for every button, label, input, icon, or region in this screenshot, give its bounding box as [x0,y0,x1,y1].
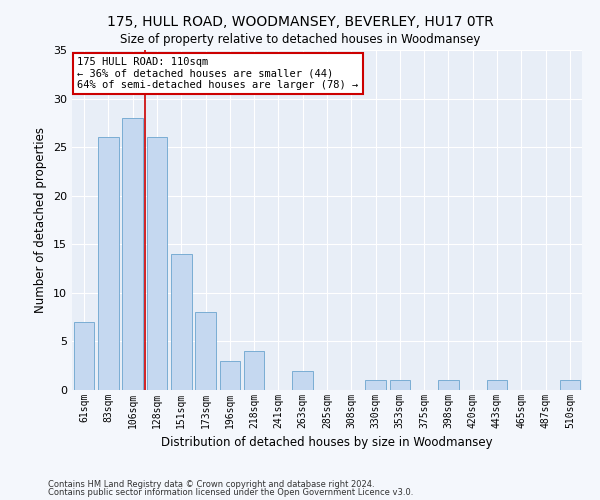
Text: Contains HM Land Registry data © Crown copyright and database right 2024.: Contains HM Land Registry data © Crown c… [48,480,374,489]
Bar [171,254,191,390]
Bar [389,380,410,390]
Text: Size of property relative to detached houses in Woodmansey: Size of property relative to detached ho… [120,32,480,46]
Bar [292,370,313,390]
Bar [122,118,143,390]
Bar [74,322,94,390]
Bar [487,380,508,390]
X-axis label: Distribution of detached houses by size in Woodmansey: Distribution of detached houses by size … [161,436,493,450]
Text: Contains public sector information licensed under the Open Government Licence v3: Contains public sector information licen… [48,488,413,497]
Bar [560,380,580,390]
Bar [98,138,119,390]
Bar [438,380,459,390]
Bar [244,351,265,390]
Bar [146,138,167,390]
Text: 175, HULL ROAD, WOODMANSEY, BEVERLEY, HU17 0TR: 175, HULL ROAD, WOODMANSEY, BEVERLEY, HU… [107,15,493,29]
Bar [220,361,240,390]
Text: 175 HULL ROAD: 110sqm
← 36% of detached houses are smaller (44)
64% of semi-deta: 175 HULL ROAD: 110sqm ← 36% of detached … [77,57,358,90]
Bar [195,312,216,390]
Bar [365,380,386,390]
Y-axis label: Number of detached properties: Number of detached properties [34,127,47,313]
